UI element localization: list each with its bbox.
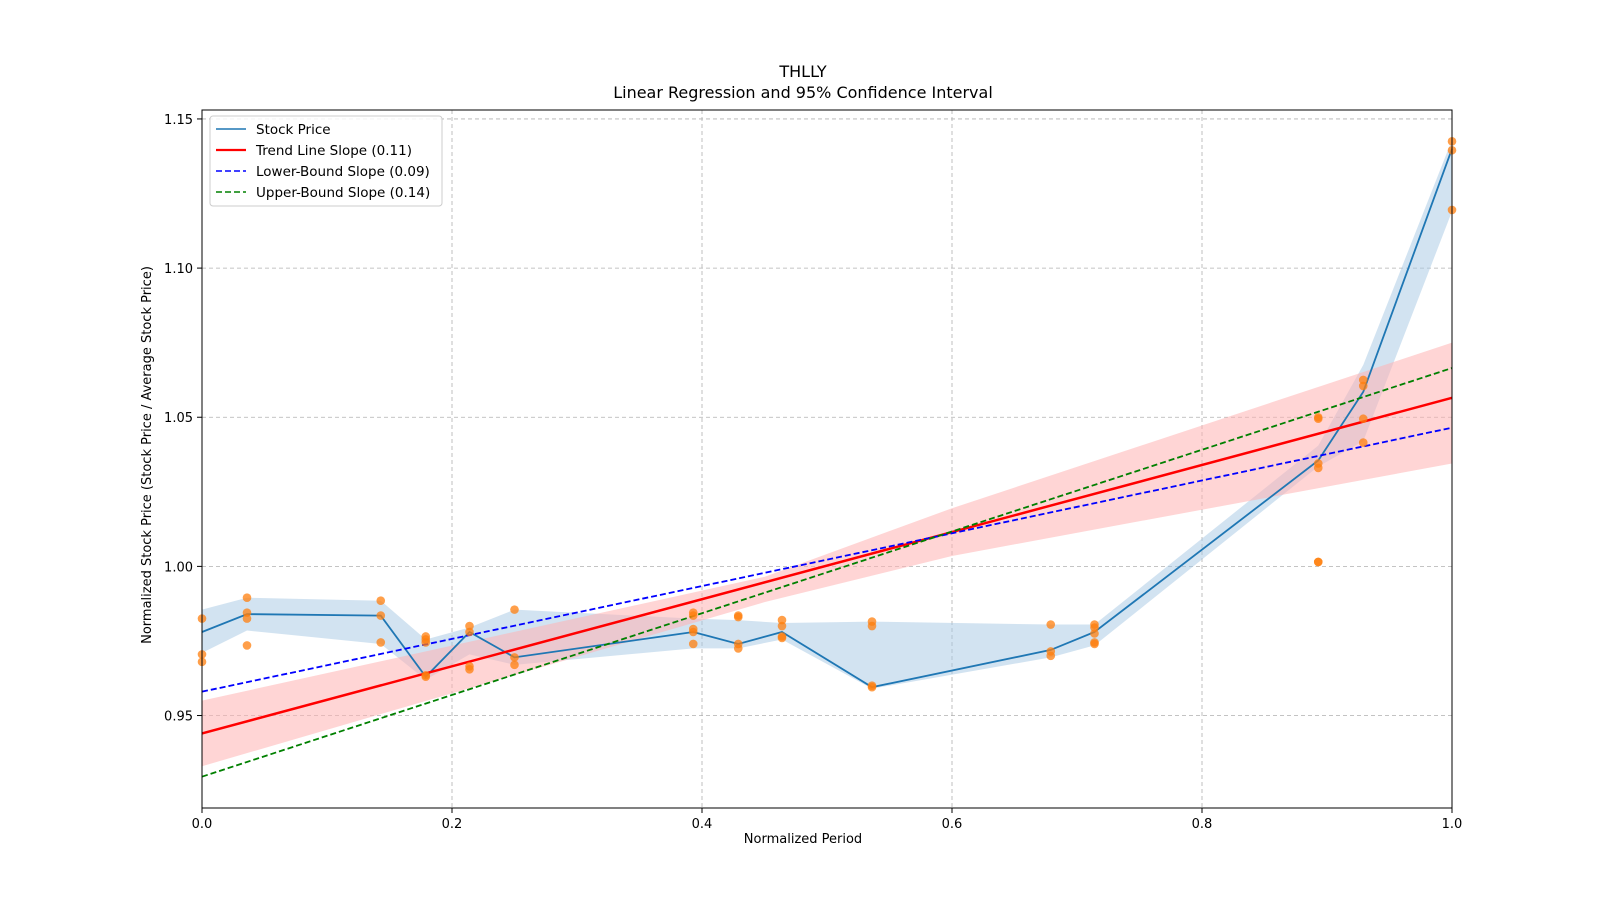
scatter-point	[1358, 414, 1368, 424]
scatter-point	[733, 644, 743, 653]
scatter-point	[376, 611, 386, 620]
scatter-point	[242, 608, 252, 617]
scatter-point	[1090, 629, 1099, 638]
stock-price-confidence-band	[202, 139, 1452, 689]
scatter-point	[867, 621, 877, 631]
legend: Stock Price Trend Line Slope (0.11) Lower-…	[209, 115, 443, 207]
legend-box	[209, 115, 443, 207]
legend-label: Upper-Bound Slope (0.14)	[256, 185, 430, 201]
scatter-point	[421, 638, 431, 647]
scatter-points	[197, 137, 1457, 692]
scatter-point	[242, 614, 252, 623]
scatter-point	[1358, 381, 1368, 391]
scatter-point	[1358, 375, 1368, 385]
scatter-point	[376, 638, 386, 647]
chart-subtitle: Linear Regression and 95% Confidence Int…	[613, 83, 993, 102]
scatter-point	[1358, 438, 1368, 447]
scatter-point	[733, 612, 743, 622]
scatter-point	[510, 653, 519, 662]
y-axis-label: Normalized Stock Price (Stock Price / Av…	[140, 266, 155, 644]
scatter-point	[465, 664, 474, 674]
scatter-point	[1090, 623, 1099, 632]
chart-title: THLLY	[778, 62, 827, 81]
scatter-point	[688, 627, 698, 637]
series-line-upper-bound	[201, 367, 1453, 778]
confidence-bands	[202, 139, 1452, 767]
legend-label: Lower-Bound Slope (0.09)	[256, 164, 430, 180]
scatter-point	[1090, 639, 1099, 649]
scatter-point	[1313, 414, 1323, 424]
y-tick-label: 1.15	[164, 113, 193, 128]
x-tick-label: 0.4	[692, 817, 713, 832]
scatter-point	[1313, 557, 1323, 567]
legend-label: Stock Price	[256, 122, 331, 138]
x-tick-label: 0.2	[442, 817, 463, 832]
series-line-trend	[201, 396, 1453, 735]
scatter-point	[777, 615, 787, 625]
y-tick-label: 0.95	[164, 710, 193, 725]
scatter-point	[242, 593, 252, 603]
axes: 0.0 0.2 0.4 0.6 0.8 1.0 0.95 1.00 1.05 1.10 1.15	[164, 109, 1463, 832]
x-tick-label: 1.0	[1442, 817, 1463, 832]
scatter-point	[1046, 620, 1056, 629]
x-axis-label: Normalized Period	[744, 832, 862, 847]
scatter-point	[867, 682, 877, 692]
trend-confidence-band	[202, 342, 1452, 767]
scatter-point	[777, 633, 787, 643]
x-tick-label: 0.0	[192, 817, 213, 832]
x-tick-label: 0.8	[1192, 817, 1213, 832]
scatter-point	[777, 621, 787, 631]
y-tick-label: 1.10	[164, 262, 193, 277]
scatter-point	[465, 627, 474, 637]
plot-frame	[201, 109, 1453, 809]
scatter-point	[510, 605, 519, 614]
y-tick-label: 1.00	[164, 560, 193, 575]
scatter-point	[688, 639, 698, 649]
scatter-point	[421, 672, 431, 682]
y-tick-label: 1.05	[164, 411, 193, 426]
scatter-point	[1046, 651, 1056, 661]
legend-label: Trend Line Slope (0.11)	[255, 143, 412, 159]
series-line-lower-bound	[201, 426, 1453, 693]
scatter-point	[688, 611, 698, 620]
scatter-point	[1313, 463, 1323, 473]
scatter-point	[376, 596, 386, 605]
scatter-point	[465, 621, 474, 631]
x-tick-label: 0.6	[942, 817, 963, 832]
scatter-point	[242, 641, 252, 650]
scatter-point	[510, 660, 519, 670]
